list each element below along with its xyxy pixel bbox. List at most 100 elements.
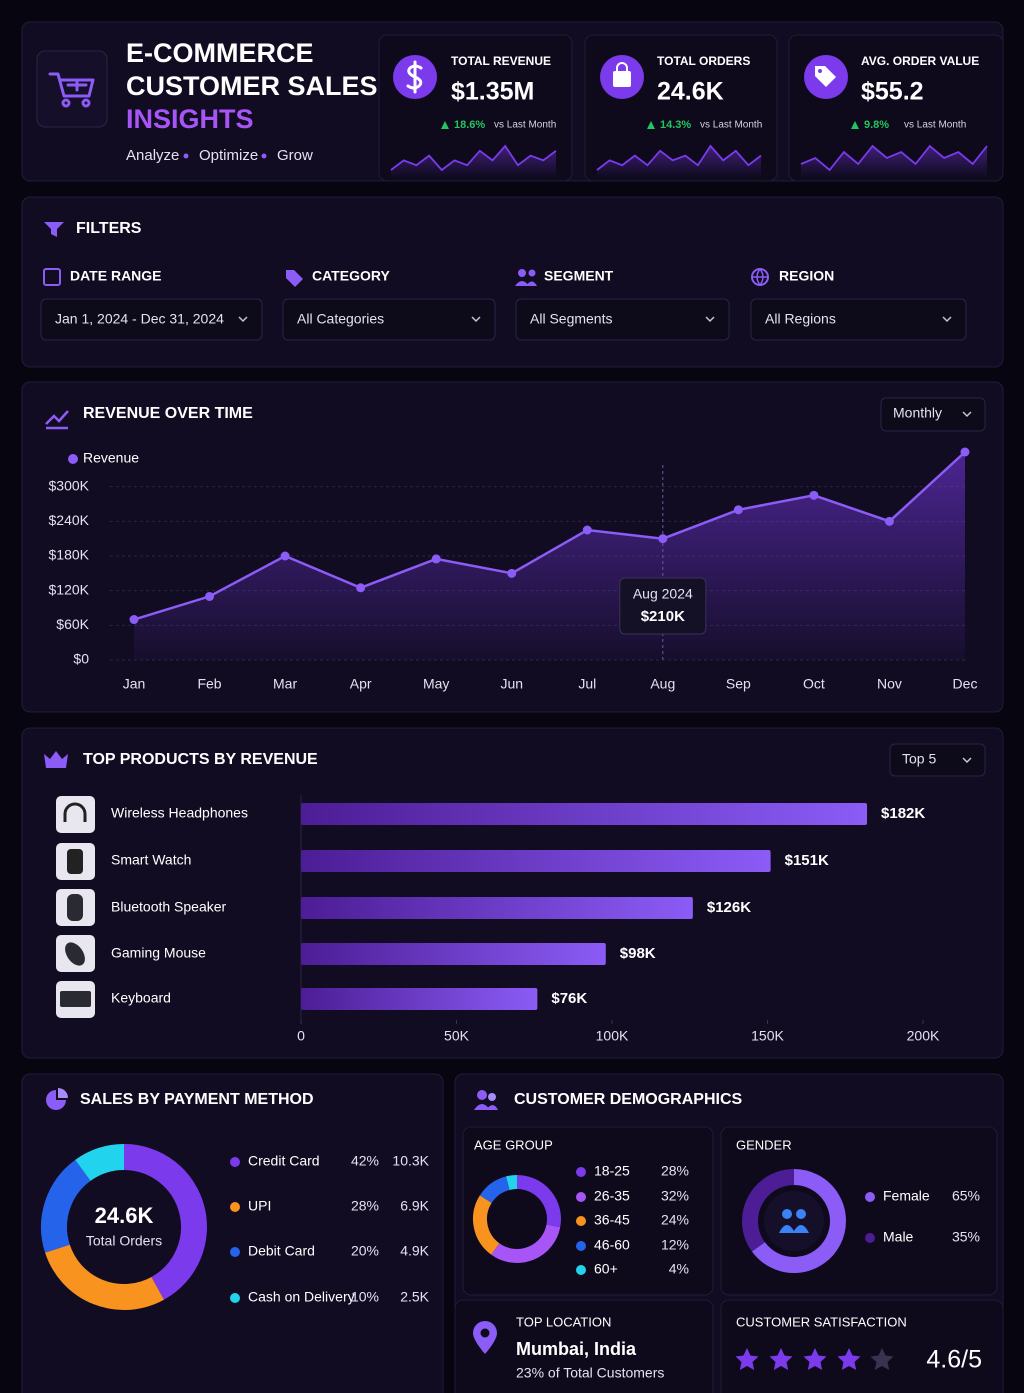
chart-title: AGE GROUP — [474, 1137, 553, 1152]
mouse — [65, 942, 85, 966]
donut-segment — [75, 1144, 125, 1182]
category-label: Smart Watch — [111, 852, 191, 868]
legend-dot — [576, 1216, 586, 1226]
value-label: $76K — [551, 990, 587, 1007]
bar — [301, 850, 771, 872]
x-tick-label: Mar — [273, 676, 297, 692]
percent-label: 65% — [952, 1188, 980, 1204]
tagline-item: Optimize — [199, 147, 258, 164]
headphones — [63, 802, 87, 822]
tooltip-box — [619, 577, 707, 635]
pin-hole — [480, 1328, 490, 1338]
donut-segment — [751, 1169, 846, 1273]
tag-hole — [818, 69, 822, 73]
filters-card — [21, 196, 1004, 368]
kpi-value: 24.6K — [657, 78, 724, 106]
x-tick-label: Feb — [197, 676, 221, 692]
kpi-change: 18.6% — [454, 119, 485, 131]
people-icon — [488, 1093, 496, 1101]
donut-segment — [742, 1169, 795, 1252]
category-label: Gaming Mouse — [111, 945, 206, 961]
dropdown[interactable] — [40, 298, 263, 341]
donut-segment — [41, 1159, 91, 1253]
legend-dot — [865, 1192, 875, 1202]
legend-label: 46-60 — [594, 1237, 630, 1253]
thumb — [56, 796, 95, 833]
x-tick-label: 0 — [297, 1028, 305, 1044]
location-card — [454, 1299, 714, 1393]
sparkline-area — [801, 146, 987, 178]
people-icon — [779, 1225, 809, 1233]
pie-icon — [58, 1088, 68, 1098]
sparkline — [596, 144, 762, 171]
segment-icon — [528, 269, 536, 277]
value-label: $98K — [620, 945, 656, 962]
donut-segment — [516, 1175, 561, 1228]
kpi-change: 9.8% — [864, 119, 889, 131]
kpi-compare: vs Last Month — [700, 120, 762, 131]
tooltip-value: $210K — [641, 608, 685, 625]
y-tick-label: $0 — [73, 651, 89, 667]
legend-label: 60+ — [594, 1261, 618, 1277]
point — [129, 615, 139, 625]
legend-dot — [576, 1265, 586, 1275]
star — [769, 1348, 793, 1370]
filter-label: CATEGORY — [312, 268, 390, 284]
value-label: $151K — [785, 852, 829, 869]
value-label: $182K — [881, 805, 925, 822]
kpi-compare: vs Last Month — [494, 120, 556, 131]
point — [733, 505, 743, 515]
dropdown[interactable] — [889, 743, 986, 777]
percent-label: 10% — [351, 1289, 379, 1305]
globe-icon — [752, 268, 768, 287]
speaker — [67, 894, 83, 921]
area — [134, 452, 965, 660]
location-city: Mumbai, India — [516, 1339, 637, 1359]
legend-label: Credit Card — [248, 1153, 320, 1169]
center-value: 24.6K — [95, 1203, 154, 1228]
bar — [301, 988, 538, 1010]
bar — [301, 803, 868, 825]
percent-label: 32% — [661, 1188, 689, 1204]
dropdown[interactable] — [880, 397, 986, 432]
satisfaction-score: 4.6/5 — [926, 1346, 982, 1374]
x-tick-label: 100K — [596, 1028, 629, 1044]
point — [960, 447, 970, 457]
percent-label: 12% — [661, 1237, 689, 1253]
filter-label: REGION — [779, 268, 834, 284]
legend-label: 36-45 — [594, 1212, 630, 1228]
dropdown[interactable] — [515, 298, 730, 341]
legend-dot — [576, 1167, 586, 1177]
chart-title: REVENUE OVER TIME — [83, 405, 253, 422]
center-label: Total Orders — [86, 1233, 162, 1249]
pie-icon — [46, 1090, 66, 1110]
trend-icon — [45, 410, 69, 430]
x-tick-label: Oct — [803, 676, 825, 692]
percent-label: 20% — [351, 1243, 379, 1259]
sparkline-area — [391, 146, 556, 178]
star — [735, 1348, 759, 1370]
keyboard — [60, 991, 91, 1007]
legend-label: 26-35 — [594, 1188, 630, 1204]
filter-value: All Categories — [297, 311, 384, 327]
kpi-compare: vs Last Month — [904, 120, 966, 131]
value-label: $126K — [707, 899, 751, 916]
x-tick-label: Apr — [350, 676, 372, 692]
legend-dot — [865, 1233, 875, 1243]
percent-label: 4% — [669, 1261, 689, 1277]
donut-segment — [506, 1174, 518, 1190]
legend-label: Female — [883, 1188, 930, 1204]
point — [582, 525, 592, 535]
point — [884, 516, 894, 526]
kpi-value: $1.35M — [451, 78, 534, 106]
bag-handle — [616, 62, 628, 71]
percent-label: 42% — [351, 1153, 379, 1169]
stars — [735, 1348, 894, 1370]
point — [356, 583, 366, 593]
location-title: TOP LOCATION — [516, 1314, 611, 1329]
dropdown[interactable] — [750, 298, 967, 341]
dropdown[interactable] — [282, 298, 496, 341]
sparkline — [800, 144, 988, 172]
